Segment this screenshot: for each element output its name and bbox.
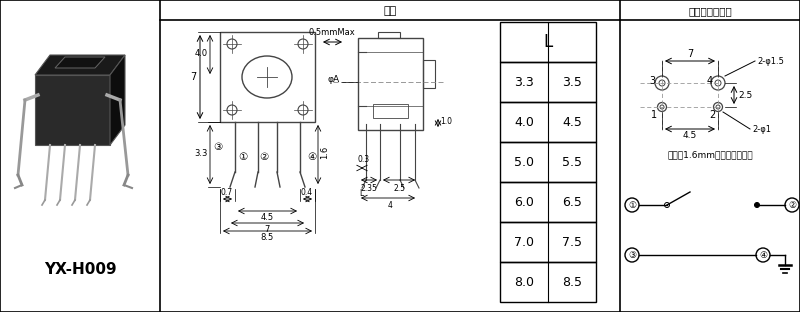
Bar	[500, 182, 596, 222]
Text: 2-φ1: 2-φ1	[752, 124, 771, 134]
Text: L: L	[359, 188, 363, 197]
Text: 7.5: 7.5	[562, 236, 582, 248]
Text: 5.5: 5.5	[562, 155, 582, 168]
Bar	[500, 102, 596, 142]
Text: 7.0: 7.0	[514, 236, 534, 248]
Text: 4.0: 4.0	[514, 115, 534, 129]
Circle shape	[665, 202, 670, 207]
Circle shape	[754, 202, 759, 207]
Text: 6.0: 6.0	[514, 196, 534, 208]
Text: 3.3: 3.3	[514, 76, 534, 89]
Text: 8.0: 8.0	[514, 275, 534, 289]
Text: ④: ④	[759, 251, 767, 260]
Polygon shape	[110, 55, 125, 145]
Bar	[500, 142, 596, 182]
Text: 3: 3	[649, 76, 655, 86]
Text: YX-H009: YX-H009	[44, 262, 116, 277]
Text: 2: 2	[709, 110, 715, 120]
Text: 0.5mmMax: 0.5mmMax	[309, 28, 355, 37]
Polygon shape	[35, 75, 110, 145]
Bar	[500, 62, 596, 102]
Text: ①: ①	[628, 201, 636, 209]
Circle shape	[625, 248, 639, 262]
Text: 4.0: 4.0	[195, 50, 208, 59]
Text: 4: 4	[387, 201, 393, 210]
Text: 5.0: 5.0	[514, 155, 534, 168]
Text: 8.5: 8.5	[562, 275, 582, 289]
Text: ③: ③	[628, 251, 636, 260]
Polygon shape	[55, 57, 105, 68]
Text: L: L	[543, 33, 553, 51]
Text: 0.3: 0.3	[358, 155, 370, 164]
Bar	[500, 262, 596, 302]
Text: 2.5: 2.5	[394, 184, 406, 193]
Polygon shape	[35, 55, 125, 75]
Text: 6.5: 6.5	[562, 196, 582, 208]
Text: 4.5: 4.5	[261, 213, 274, 222]
Text: ②: ②	[259, 152, 269, 162]
Bar	[423, 60, 435, 88]
Text: 7: 7	[687, 49, 693, 59]
Bar	[358, 38, 423, 130]
Text: 0.4: 0.4	[301, 188, 313, 197]
Text: ②: ②	[788, 201, 796, 209]
Text: 2-φ1.5: 2-φ1.5	[757, 56, 784, 66]
Text: 尺寸: 尺寸	[383, 6, 397, 16]
Bar	[378, 32, 400, 38]
Text: 请使用1.6mm厉的印刷电路板: 请使用1.6mm厉的印刷电路板	[667, 150, 753, 159]
Bar	[220, 32, 315, 122]
Text: 1.0: 1.0	[440, 118, 452, 126]
Text: 7: 7	[190, 72, 196, 82]
Text: 3.5: 3.5	[562, 76, 582, 89]
Circle shape	[625, 198, 639, 212]
Text: 4: 4	[707, 76, 713, 86]
Text: 7: 7	[264, 225, 270, 234]
Text: φA: φA	[328, 75, 340, 84]
Text: 0.7: 0.7	[221, 188, 233, 197]
Text: 1: 1	[651, 110, 657, 120]
Text: 3.3: 3.3	[194, 149, 208, 158]
Text: 1.6: 1.6	[320, 145, 329, 158]
Text: ①: ①	[238, 152, 248, 162]
Text: ③: ③	[214, 142, 222, 152]
Text: 2.5: 2.5	[738, 90, 752, 100]
Text: 4.5: 4.5	[562, 115, 582, 129]
Circle shape	[785, 198, 799, 212]
Bar	[500, 222, 596, 262]
Bar	[500, 22, 596, 62]
Text: 8.5: 8.5	[260, 233, 274, 242]
Text: 4.5: 4.5	[683, 131, 697, 140]
Text: ④: ④	[307, 152, 317, 162]
Text: 安装图及电路图: 安装图及电路图	[688, 6, 732, 16]
Bar	[373, 104, 408, 118]
Text: 2.35: 2.35	[361, 184, 378, 193]
Circle shape	[756, 248, 770, 262]
